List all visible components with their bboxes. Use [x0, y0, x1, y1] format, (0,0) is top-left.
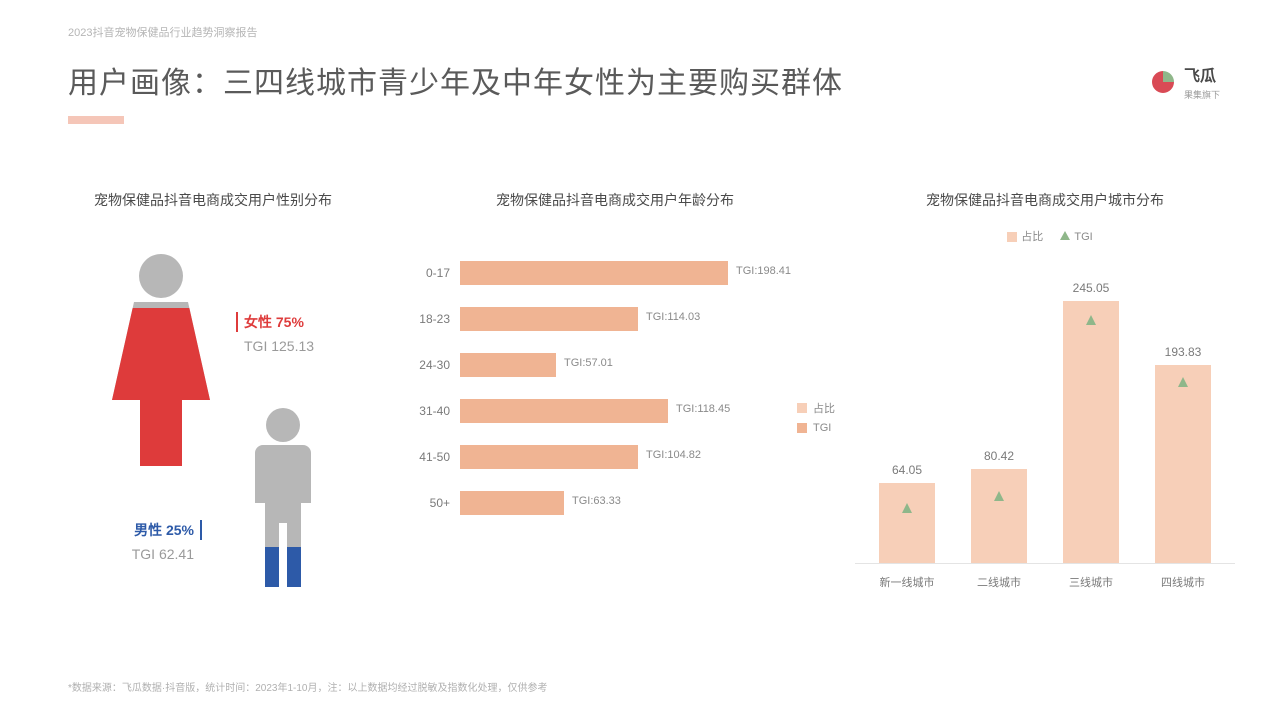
age-row: 0-17 TGI:198.41 — [405, 250, 825, 296]
male-label: 男性 25% TGI 62.41 — [82, 520, 202, 562]
female-tgi: TGI 125.13 — [236, 338, 314, 354]
city-tgi-value: 193.83 — [1165, 345, 1202, 359]
city-bar — [879, 483, 935, 563]
city-tgi-value: 245.05 — [1073, 281, 1110, 295]
age-legend: 占比 TGI — [797, 400, 835, 440]
age-row: 31-40 TGI:118.45 — [405, 388, 825, 434]
male-figure-icon — [243, 405, 323, 595]
age-title: 宠物保健品抖音电商成交用户年龄分布 — [405, 190, 825, 210]
male-tgi: TGI 62.41 — [82, 546, 202, 562]
age-bar — [460, 491, 564, 515]
male-pct: 男性 25% — [82, 520, 202, 540]
age-row: 24-30 TGI:57.01 — [405, 342, 825, 388]
city-bar — [1063, 301, 1119, 563]
gender-title: 宠物保健品抖音电商成交用户性别分布 — [48, 190, 378, 210]
age-bar — [460, 445, 638, 469]
city-bar — [1155, 365, 1211, 563]
gender-panel: 宠物保健品抖音电商成交用户性别分布 女性 75% TGI 125.13 — [48, 190, 378, 650]
age-bar — [460, 353, 556, 377]
city-panel: 宠物保健品抖音电商成交用户城市分布 占比 TGI 64.05 80.42 245.0… — [855, 190, 1235, 590]
age-category: 31-40 — [405, 404, 460, 418]
title-underline — [68, 116, 124, 124]
female-figure-icon — [106, 250, 216, 480]
age-row: 41-50 TGI:104.82 — [405, 434, 825, 480]
feigua-icon — [1148, 67, 1178, 97]
tgi-marker-icon — [902, 503, 912, 513]
age-row: 50+ TGI:63.33 — [405, 480, 825, 526]
tgi-marker-icon — [1086, 315, 1096, 325]
age-tgi: TGI:114.03 — [646, 311, 700, 323]
city-column: 64.05 — [879, 463, 935, 563]
age-bar — [460, 307, 638, 331]
brand-name: 飞瓜 — [1184, 68, 1216, 85]
female-pct: 女性 75% — [236, 312, 314, 332]
brand-sub: 果集旗下 — [1184, 88, 1220, 101]
age-bar — [460, 399, 668, 423]
age-tgi: TGI:57.01 — [564, 357, 613, 369]
city-tgi-value: 64.05 — [892, 463, 922, 477]
city-label: 新一线城市 — [879, 574, 935, 590]
age-tgi: TGI:118.45 — [676, 403, 730, 415]
page-title: 用户画像：三四线城市青少年及中年女性为主要购买群体 — [68, 58, 843, 102]
tgi-marker-icon — [1178, 377, 1188, 387]
city-tgi-value: 80.42 — [984, 449, 1014, 463]
tgi-marker-icon — [994, 491, 1004, 501]
city-label: 三线城市 — [1063, 574, 1119, 590]
city-label: 四线城市 — [1155, 574, 1211, 590]
brand-logo: 飞瓜 果集旗下 — [1148, 62, 1220, 101]
city-label: 二线城市 — [971, 574, 1027, 590]
age-tgi: TGI:104.82 — [646, 449, 701, 461]
age-row: 18-23 TGI:114.03 — [405, 296, 825, 342]
city-column: 245.05 — [1063, 281, 1119, 563]
female-label: 女性 75% TGI 125.13 — [236, 312, 314, 354]
age-category: 41-50 — [405, 450, 460, 464]
city-legend: 占比 TGI — [855, 228, 1235, 244]
age-panel: 宠物保健品抖音电商成交用户年龄分布 0-17 TGI:198.41 18-23 TGI… — [405, 190, 825, 526]
age-category: 0-17 — [405, 266, 460, 280]
city-bar — [971, 469, 1027, 563]
age-bar — [460, 261, 728, 285]
age-tgi: TGI:198.41 — [736, 265, 791, 277]
city-column: 80.42 — [971, 449, 1027, 563]
age-category: 24-30 — [405, 358, 460, 372]
city-column: 193.83 — [1155, 345, 1211, 563]
report-header: 2023抖音宠物保健品行业趋势洞察报告 — [68, 24, 257, 40]
city-title: 宠物保健品抖音电商成交用户城市分布 — [855, 190, 1235, 210]
footer-note: *数据来源：飞瓜数据·抖音版，统计时间：2023年1-10月，注：以上数据均经过… — [68, 679, 547, 694]
age-category: 18-23 — [405, 312, 460, 326]
age-category: 50+ — [405, 496, 460, 510]
age-tgi: TGI:63.33 — [572, 495, 621, 507]
